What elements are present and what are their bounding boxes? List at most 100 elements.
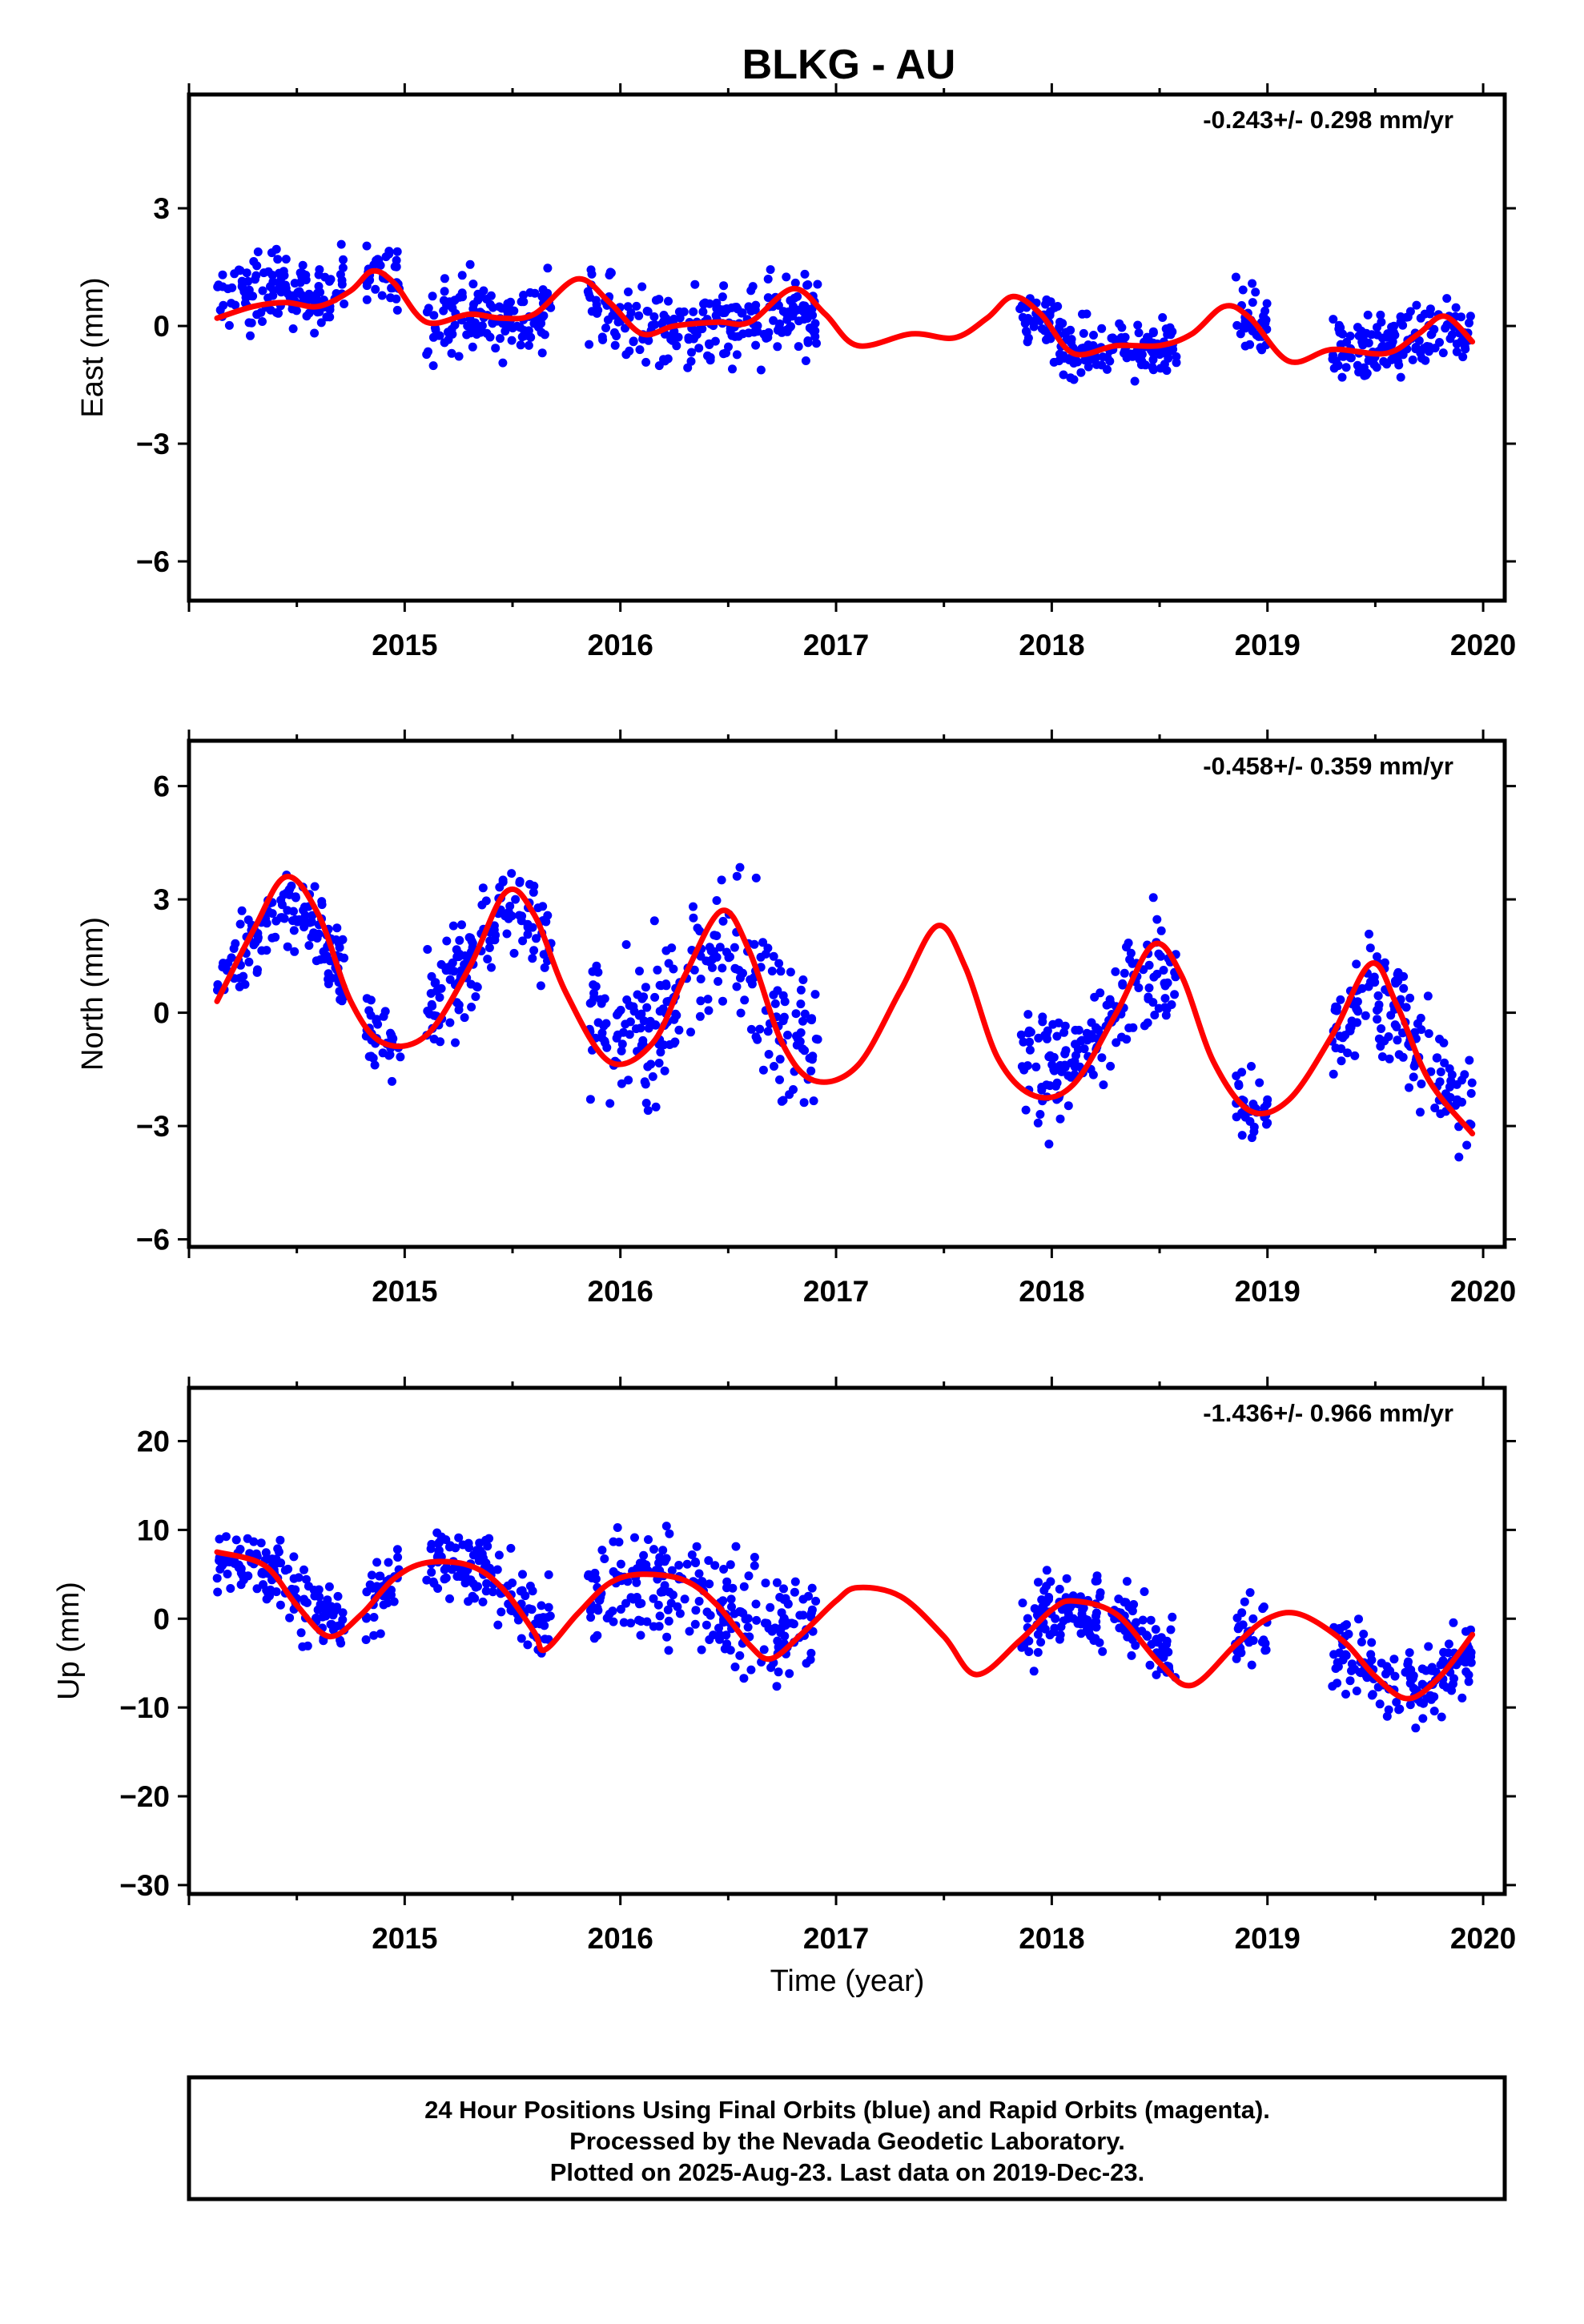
data-point bbox=[471, 1582, 480, 1592]
data-point bbox=[288, 324, 298, 333]
data-point bbox=[1444, 1639, 1453, 1649]
data-point bbox=[273, 255, 283, 264]
data-point bbox=[712, 896, 722, 905]
data-point bbox=[485, 300, 495, 309]
data-point bbox=[498, 875, 508, 885]
data-point bbox=[670, 1037, 680, 1047]
data-point bbox=[213, 1587, 223, 1597]
data-point bbox=[724, 342, 733, 352]
data-point bbox=[316, 318, 326, 328]
data-point bbox=[369, 1630, 379, 1640]
data-point bbox=[1337, 329, 1347, 338]
data-point bbox=[293, 287, 303, 297]
data-point bbox=[290, 279, 300, 288]
data-point bbox=[1140, 1587, 1149, 1596]
data-point bbox=[513, 321, 522, 331]
data-point bbox=[312, 1614, 320, 1622]
data-point bbox=[726, 1594, 736, 1604]
data-point bbox=[275, 1535, 285, 1545]
data-point bbox=[1154, 949, 1164, 959]
data-point bbox=[252, 310, 262, 320]
data-point bbox=[1331, 1043, 1341, 1053]
data-point bbox=[244, 957, 254, 967]
data-point bbox=[1170, 990, 1180, 999]
data-point bbox=[689, 913, 698, 923]
data-point bbox=[735, 862, 745, 872]
data-point bbox=[271, 932, 280, 942]
data-point bbox=[660, 1066, 669, 1076]
data-point bbox=[1373, 991, 1383, 1000]
data-point bbox=[1067, 338, 1076, 348]
data-point bbox=[484, 943, 494, 952]
data-point bbox=[656, 1587, 665, 1597]
x-tick-label: 2017 bbox=[803, 1275, 869, 1308]
data-point bbox=[1248, 1614, 1258, 1623]
data-point bbox=[643, 1106, 653, 1116]
data-point bbox=[730, 943, 739, 952]
data-point bbox=[649, 312, 659, 321]
data-point bbox=[1079, 328, 1088, 338]
data-point bbox=[1385, 1054, 1394, 1063]
data-point bbox=[626, 308, 636, 317]
data-point bbox=[1231, 272, 1240, 282]
data-point bbox=[752, 1615, 762, 1625]
footer-line-1: 24 Hour Positions Using Final Orbits (bl… bbox=[424, 2096, 1270, 2124]
data-point bbox=[783, 1031, 792, 1039]
data-point bbox=[1447, 1070, 1457, 1080]
data-point bbox=[1148, 328, 1158, 338]
data-point bbox=[661, 981, 671, 991]
data-point bbox=[281, 255, 291, 264]
data-point bbox=[361, 1635, 371, 1644]
data-point bbox=[483, 955, 492, 964]
data-point bbox=[1122, 1035, 1132, 1044]
data-point bbox=[1442, 294, 1452, 304]
data-point bbox=[726, 1560, 735, 1570]
data-point bbox=[658, 1546, 668, 1555]
data-point bbox=[525, 1604, 534, 1614]
data-point bbox=[782, 315, 792, 324]
points-up bbox=[212, 1522, 1476, 1733]
data-point bbox=[1126, 948, 1136, 958]
data-point bbox=[516, 340, 525, 350]
data-point bbox=[213, 980, 223, 989]
data-point bbox=[1393, 976, 1403, 986]
data-point bbox=[1374, 1034, 1384, 1043]
data-point bbox=[1357, 326, 1366, 336]
data-point bbox=[1343, 1048, 1353, 1058]
data-point bbox=[289, 907, 298, 916]
data-point bbox=[1154, 1003, 1164, 1013]
data-point bbox=[748, 282, 758, 292]
x-tick-label: 2016 bbox=[588, 629, 653, 661]
data-point bbox=[477, 321, 487, 331]
data-point bbox=[384, 249, 394, 259]
data-point bbox=[727, 331, 737, 340]
data-point bbox=[674, 1025, 684, 1035]
data-point bbox=[1382, 1711, 1392, 1721]
data-point bbox=[1342, 337, 1352, 347]
data-point bbox=[1036, 1638, 1046, 1647]
data-point bbox=[1148, 362, 1157, 372]
data-point bbox=[750, 1553, 759, 1562]
data-point bbox=[1367, 1638, 1377, 1647]
data-point bbox=[528, 954, 537, 963]
data-point bbox=[462, 1577, 472, 1586]
y-tick-label: −6 bbox=[136, 1224, 170, 1256]
data-point bbox=[625, 346, 634, 356]
data-point bbox=[422, 1575, 432, 1585]
data-point bbox=[1247, 1062, 1256, 1071]
data-point bbox=[429, 1578, 439, 1588]
data-point bbox=[1040, 1624, 1050, 1634]
data-point bbox=[1128, 1023, 1138, 1032]
data-point bbox=[465, 259, 475, 269]
data-point bbox=[1362, 368, 1372, 378]
data-point bbox=[1256, 343, 1265, 352]
data-point bbox=[808, 1051, 818, 1061]
data-point bbox=[455, 292, 464, 302]
data-point bbox=[718, 996, 727, 1006]
data-point bbox=[1083, 362, 1093, 372]
data-point bbox=[289, 926, 299, 935]
data-point bbox=[773, 1636, 782, 1646]
data-point bbox=[302, 312, 312, 321]
data-point bbox=[376, 1629, 385, 1638]
data-point bbox=[780, 1631, 790, 1641]
